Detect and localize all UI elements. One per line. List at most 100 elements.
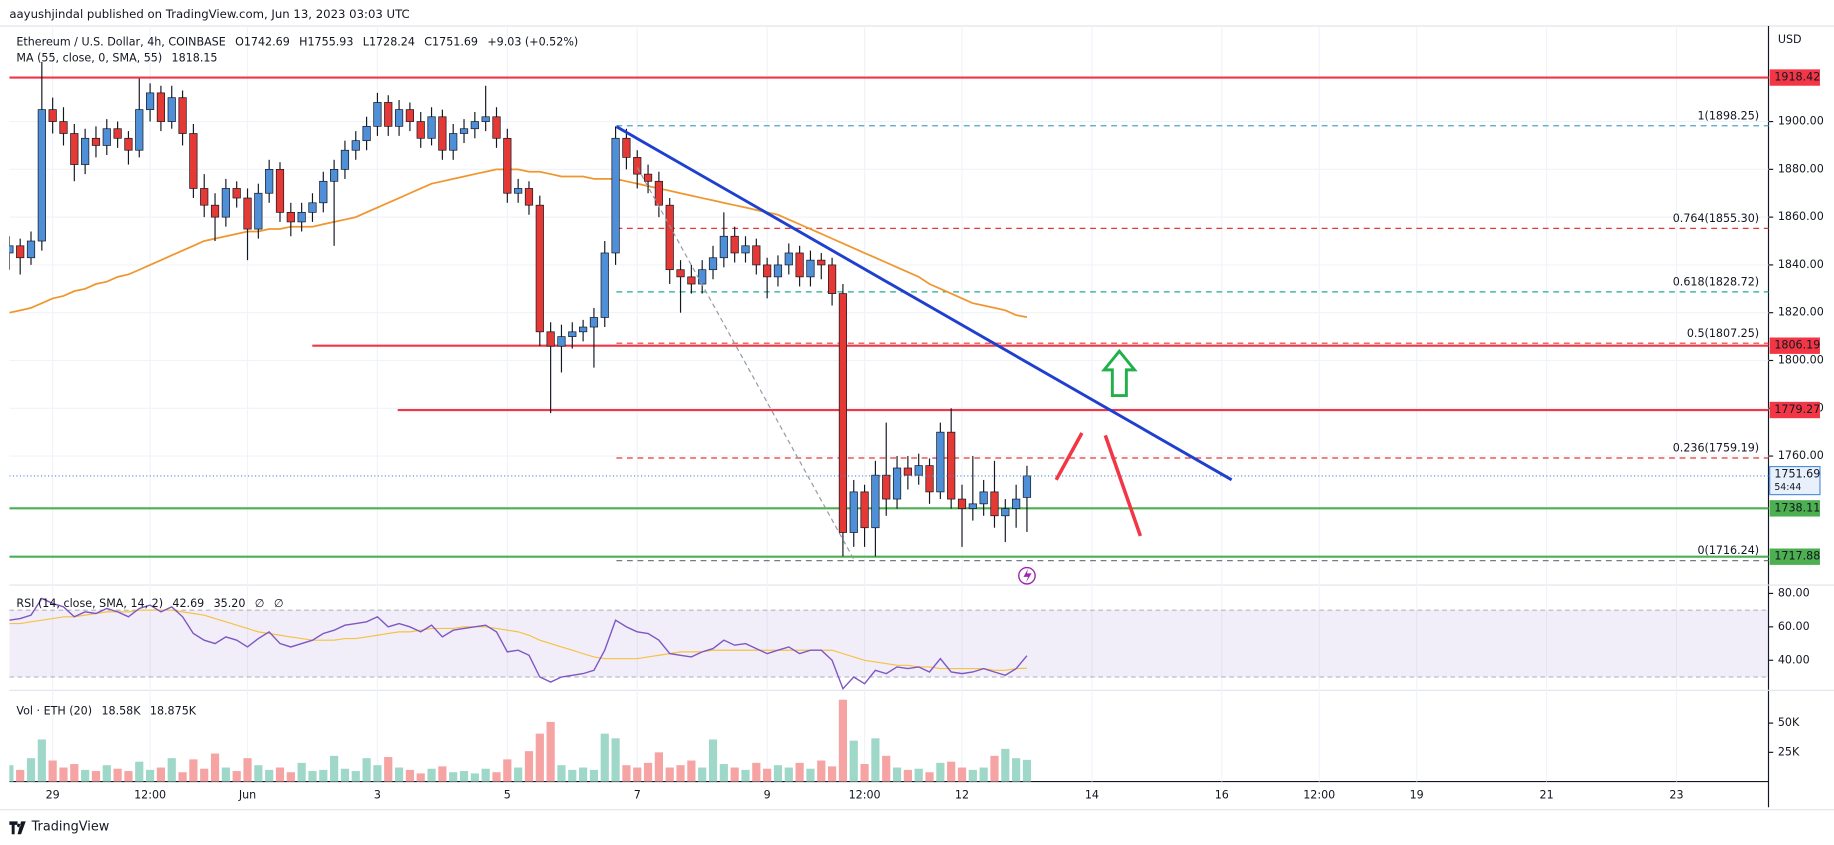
- volume-bar: [26, 758, 36, 782]
- level-tag: [1769, 548, 1820, 565]
- symbol-label: Ethereum / U.S. Dollar, 4h, COINBASE: [16, 35, 225, 48]
- volume-bar: [979, 767, 988, 782]
- candle-body: [81, 137, 90, 165]
- volume-bar: [167, 758, 176, 782]
- volume-bar: [59, 767, 68, 782]
- x-tick-label: 3: [374, 789, 381, 802]
- volume-bar: [611, 738, 620, 782]
- level-tag: [1769, 337, 1820, 354]
- candle-body: [968, 503, 977, 509]
- candle-body: [26, 240, 36, 259]
- volume-bar: [178, 772, 187, 782]
- candle-body: [265, 168, 274, 194]
- candle-body: [178, 97, 187, 134]
- candle-body: [243, 197, 252, 230]
- candle-body: [362, 125, 371, 142]
- level-tag: [1769, 69, 1820, 86]
- candle-body: [102, 128, 111, 146]
- volume-bar: [925, 772, 934, 782]
- volume-bar: [265, 769, 274, 782]
- volume-bar: [698, 767, 707, 782]
- x-tick-label: 12:00: [134, 789, 166, 802]
- candle-body: [763, 264, 772, 278]
- volume-bar: [719, 764, 728, 782]
- volume-bar: [763, 768, 772, 782]
- candle-body: [308, 202, 317, 213]
- volume-bar: [828, 766, 837, 782]
- volume-bar: [784, 767, 793, 782]
- volume-bar: [990, 755, 999, 782]
- fib-label: 0.618(1828.72): [1673, 276, 1759, 289]
- volume-bar: [340, 768, 350, 782]
- volume-bar: [936, 762, 945, 782]
- candle-body: [286, 212, 295, 223]
- volume-bar: [1012, 758, 1021, 782]
- candle-body: [687, 276, 696, 285]
- ohlc-label: C1751.69: [424, 35, 478, 48]
- level-tag-label: 1738.11: [1774, 501, 1820, 514]
- volume-bar: [914, 768, 923, 782]
- countdown: 54:44: [1774, 482, 1801, 493]
- x-tick-label: 12:00: [1303, 789, 1335, 802]
- volume-bar: [654, 752, 663, 782]
- volume-bar: [838, 699, 848, 782]
- candle-body: [676, 269, 685, 278]
- candle-body: [37, 109, 46, 242]
- legend: Ethereum / U.S. Dollar, 4h, COINBASE O174…: [16, 35, 578, 717]
- candle-body: [340, 149, 350, 170]
- candle-body: [741, 245, 750, 254]
- volume-bar: [37, 739, 46, 782]
- candle-body: [947, 431, 956, 500]
- volume-bar: [524, 751, 534, 782]
- candle-body: [817, 259, 826, 266]
- candle-body: [600, 252, 609, 318]
- x-tick-label: 19: [1410, 789, 1424, 802]
- rsi-reading: 35.20: [214, 597, 246, 610]
- volume-bar: [135, 761, 144, 782]
- candle-body: [384, 102, 393, 127]
- candle-body: [492, 116, 501, 139]
- candle-body: [622, 137, 631, 158]
- volume-bar: [773, 765, 783, 782]
- projection-up: [1054, 432, 1084, 481]
- volume-bar: [189, 759, 198, 782]
- candle-body: [319, 180, 328, 204]
- candle-body: [449, 133, 458, 151]
- ohlc-label: H1755.93: [299, 35, 353, 48]
- candle-body: [167, 97, 176, 122]
- event-bolt: [1023, 568, 1032, 583]
- volume-bar: [622, 765, 631, 782]
- level-tag-label: 1779.27: [1774, 403, 1820, 416]
- level-tag-label: 1918.42: [1774, 71, 1820, 84]
- volume-bar: [91, 771, 101, 782]
- x-tick-label: 29: [46, 789, 60, 802]
- x-tick-label: 14: [1085, 789, 1099, 802]
- volume-bar: [633, 767, 642, 782]
- volume-bar: [427, 768, 436, 782]
- volume-bar: [806, 768, 815, 782]
- candle-body: [535, 204, 544, 333]
- event-icon[interactable]: [1018, 566, 1036, 585]
- rsi-reading: ∅: [255, 597, 265, 610]
- candle-body: [221, 188, 230, 218]
- volume-bar: [232, 771, 241, 782]
- volume-bar: [579, 767, 588, 782]
- rsi-band: [9, 610, 1769, 677]
- candle-body: [91, 137, 101, 146]
- plot: 1(1898.25) 0.764(1855.30) 0.618(1828.72) 0.…: [9, 25, 1769, 782]
- volume-bar: [600, 733, 609, 782]
- candle-body: [59, 121, 68, 134]
- volume-bar: [947, 761, 956, 782]
- candle-body: [892, 467, 902, 500]
- candle-body: [957, 498, 967, 509]
- candle-body: [135, 109, 144, 151]
- volume-bar: [568, 769, 577, 782]
- volume-bar: [416, 773, 425, 782]
- volume-bar: [752, 762, 761, 782]
- candle-body: [752, 245, 761, 266]
- publisher: aayushjindal published on TradingView.co…: [9, 7, 409, 21]
- fib-label: 1(1898.25): [1697, 109, 1759, 122]
- volume-bar: [48, 760, 57, 782]
